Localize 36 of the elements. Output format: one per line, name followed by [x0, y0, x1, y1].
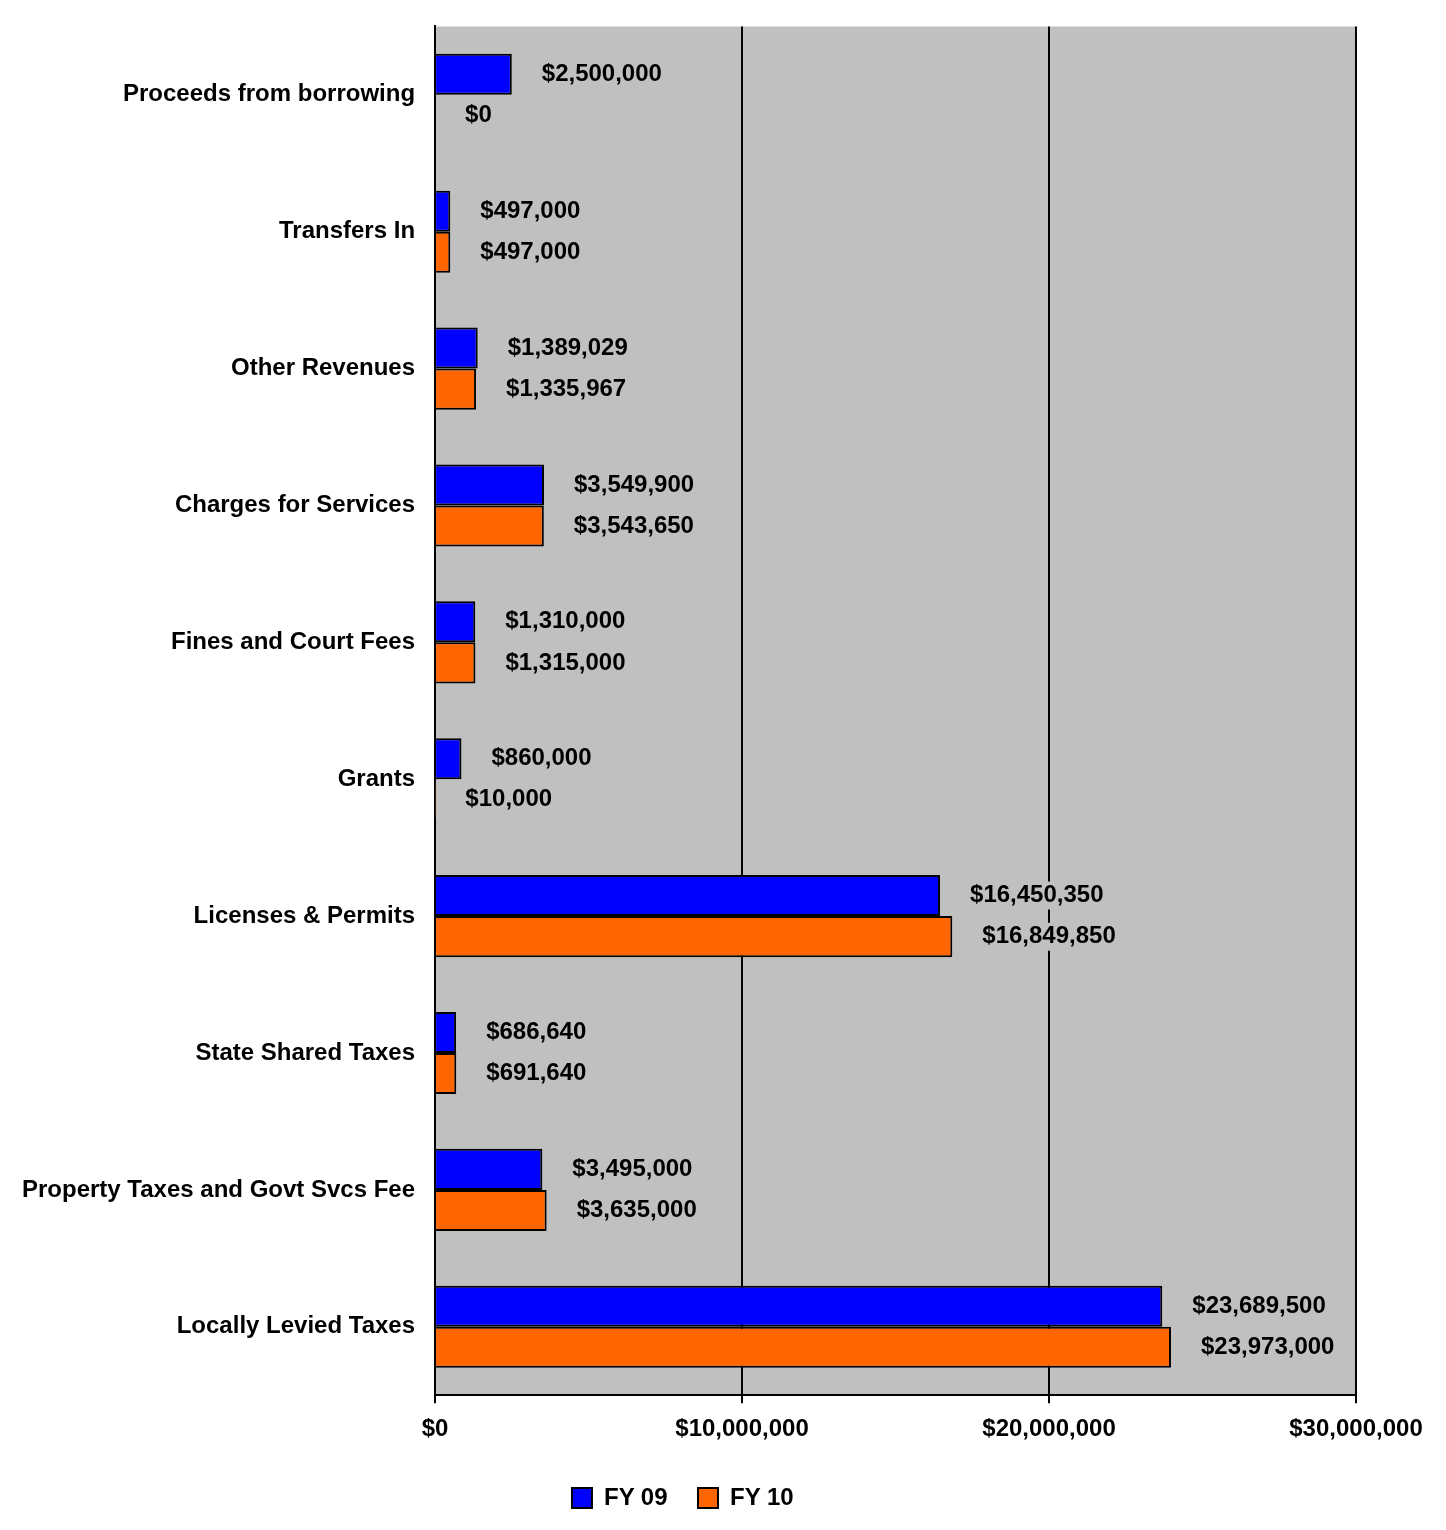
data-label: $23,689,500: [1192, 1290, 1326, 1318]
legend-label: FY 09: [603, 1482, 668, 1510]
y-tick-label: Property Taxes and Govt Svcs Fee: [22, 1174, 416, 1202]
data-label: $497,000: [480, 236, 581, 264]
data-label: $691,640: [486, 1058, 587, 1086]
data-label: $860,000: [491, 743, 592, 771]
data-label: $1,315,000: [505, 647, 626, 675]
data-label: $497,000: [480, 195, 581, 223]
data-label: $686,640: [486, 1017, 587, 1045]
data-label: $16,849,850: [982, 921, 1116, 949]
legend-label: FY 10: [730, 1482, 794, 1510]
y-tick-label: Proceeds from borrowing: [123, 79, 416, 107]
data-label: $2,500,000: [541, 58, 662, 86]
y-tick-label: State Shared Taxes: [195, 1037, 416, 1065]
data-label: $1,310,000: [505, 606, 626, 634]
data-label: $3,635,000: [576, 1195, 697, 1223]
y-tick-label: Grants: [337, 763, 416, 791]
x-tick-label: $20,000,000: [982, 1414, 1116, 1442]
y-tick-label: Licenses & Permits: [193, 900, 416, 928]
y-tick-label: Locally Levied Taxes: [176, 1311, 416, 1339]
data-label: $1,335,967: [506, 373, 627, 401]
data-label: $16,450,350: [970, 880, 1104, 908]
y-tick-label: Transfers In: [278, 216, 416, 244]
data-label: $10,000: [465, 784, 553, 812]
x-tick-label: $0: [421, 1414, 449, 1442]
data-label: $3,549,900: [574, 469, 695, 497]
data-label: $23,973,000: [1200, 1331, 1335, 1359]
data-label: $1,389,029: [507, 332, 628, 360]
x-tick-label: $10,000,000: [675, 1414, 809, 1442]
y-tick-label: Fines and Court Fees: [171, 626, 416, 654]
data-label: $0: [465, 100, 492, 127]
y-tick-label: Charges for Services: [174, 490, 416, 518]
y-tick-label: Other Revenues: [230, 353, 416, 381]
data-label: $3,495,000: [572, 1153, 693, 1181]
data-label: $3,543,650: [573, 510, 694, 538]
x-tick-label: $30,000,000: [1289, 1414, 1423, 1442]
